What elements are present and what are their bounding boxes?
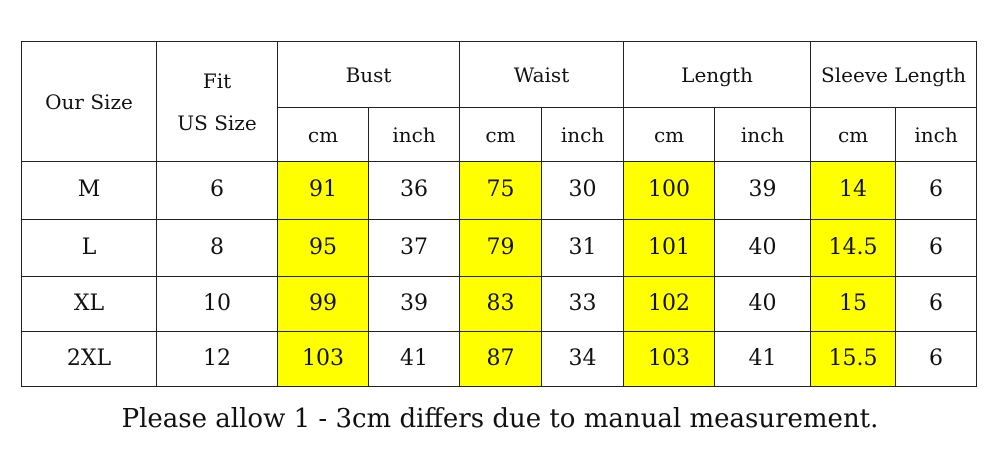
- cell-us-size: 6: [156, 161, 278, 220]
- unit-sleeve-cm: cm: [810, 107, 897, 162]
- cell-sleeve-cm: 15: [810, 276, 897, 332]
- cell-bust-inch: 39: [367, 276, 461, 332]
- cell-length-cm: 101: [623, 219, 716, 277]
- cell-waist-cm: 87: [459, 331, 543, 387]
- table-row: L 8 95 37 79 31 101 40 14.5 6: [21, 219, 978, 277]
- header-our-size: Our Size: [21, 41, 157, 162]
- cell-bust-cm: 99: [277, 276, 369, 332]
- header-waist: Waist: [459, 41, 625, 108]
- header-fit-us-size: Fit US Size: [156, 41, 278, 162]
- cell-size: 2XL: [21, 331, 157, 387]
- cell-us-size: 8: [156, 219, 278, 277]
- cell-size: M: [21, 161, 157, 220]
- cell-us-size: 10: [156, 276, 278, 332]
- cell-size: L: [21, 219, 157, 277]
- cell-sleeve-inch: 6: [895, 331, 978, 387]
- cell-bust-cm: 95: [277, 219, 369, 277]
- cell-length-inch: 40: [714, 219, 812, 277]
- measurement-note: Please allow 1 - 3cm differs due to manu…: [121, 404, 879, 434]
- size-chart-table: Our Size Fit US Size Bust Waist Length S…: [21, 41, 978, 387]
- table-row: M 6 91 36 75 30 100 39 14 6: [21, 161, 978, 220]
- header-length: Length: [623, 41, 812, 108]
- unit-waist-cm: cm: [459, 107, 543, 162]
- unit-sleeve-inch: inch: [895, 107, 978, 162]
- cell-sleeve-inch: 6: [895, 219, 978, 277]
- cell-sleeve-inch: 6: [895, 276, 978, 332]
- cell-length-inch: 41: [714, 331, 812, 387]
- cell-bust-inch: 37: [367, 219, 461, 277]
- unit-bust-cm: cm: [277, 107, 369, 162]
- cell-length-cm: 100: [623, 161, 716, 220]
- header-sleeve-length: Sleeve Length: [810, 41, 978, 108]
- unit-length-cm: cm: [623, 107, 716, 162]
- header-bust: Bust: [276, 41, 461, 108]
- cell-waist-inch: 33: [541, 276, 625, 332]
- cell-length-cm: 103: [623, 331, 716, 387]
- unit-length-inch: inch: [714, 107, 812, 162]
- cell-length-inch: 40: [714, 276, 812, 332]
- cell-us-size: 12: [156, 331, 278, 387]
- cell-waist-inch: 34: [541, 331, 625, 387]
- cell-waist-cm: 75: [459, 161, 543, 220]
- cell-bust-cm: 91: [277, 161, 369, 220]
- cell-waist-cm: 79: [459, 219, 543, 277]
- cell-waist-cm: 83: [459, 276, 543, 332]
- cell-size: XL: [21, 276, 157, 332]
- table-row: 2XL 12 103 41 87 34 103 41 15.5 6: [21, 331, 978, 387]
- cell-waist-inch: 30: [541, 161, 625, 220]
- cell-sleeve-cm: 14: [810, 161, 897, 220]
- unit-waist-inch: inch: [541, 107, 625, 162]
- cell-bust-inch: 41: [367, 331, 461, 387]
- header-fit-label: Fit: [202, 68, 232, 93]
- cell-sleeve-cm: 14.5: [810, 219, 897, 277]
- cell-sleeve-inch: 6: [895, 161, 978, 220]
- cell-bust-cm: 103: [277, 331, 369, 387]
- unit-bust-inch: inch: [367, 107, 461, 162]
- cell-waist-inch: 31: [541, 219, 625, 277]
- header-us-size-label: US Size: [177, 110, 257, 135]
- table-row: XL 10 99 39 83 33 102 40 15 6: [21, 276, 978, 332]
- cell-sleeve-cm: 15.5: [810, 331, 897, 387]
- cell-length-cm: 102: [623, 276, 716, 332]
- cell-bust-inch: 36: [367, 161, 461, 220]
- cell-length-inch: 39: [714, 161, 812, 220]
